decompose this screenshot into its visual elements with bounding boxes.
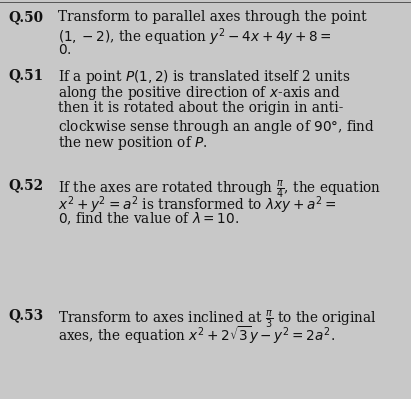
Text: along the positive direction of $x$-axis and: along the positive direction of $x$-axis… — [58, 85, 341, 103]
Text: $x^2+y^2=a^2$ is transformed to $\lambda xy+a^2=$: $x^2+y^2=a^2$ is transformed to $\lambda… — [58, 194, 336, 216]
Text: If a point $P(1,2)$ is translated itself 2 units: If a point $P(1,2)$ is translated itself… — [58, 68, 351, 86]
Text: Q.51: Q.51 — [8, 68, 43, 82]
Text: Transform to axes inclined at $\frac{\pi}{3}$ to the original: Transform to axes inclined at $\frac{\pi… — [58, 308, 377, 330]
Text: $(1,-2)$, the equation $y^2-4x+4y+8=$: $(1,-2)$, the equation $y^2-4x+4y+8=$ — [58, 26, 332, 48]
Text: Q.50: Q.50 — [8, 10, 43, 24]
Text: $0.$: $0.$ — [58, 43, 72, 57]
Text: the new position of $P$.: the new position of $P$. — [58, 134, 208, 152]
Text: Transform to parallel axes through the point: Transform to parallel axes through the p… — [58, 10, 367, 24]
Text: then it is rotated about the origin in anti-: then it is rotated about the origin in a… — [58, 101, 343, 115]
Text: If the axes are rotated through $\frac{\pi}{4}$, the equation: If the axes are rotated through $\frac{\… — [58, 178, 381, 200]
Text: $0$, find the value of $\lambda=10.$: $0$, find the value of $\lambda=10.$ — [58, 211, 239, 227]
Text: clockwise sense through an angle of $90°$, find: clockwise sense through an angle of $90°… — [58, 117, 375, 136]
Text: axes, the equation $x^2+2\sqrt{3}y-y^2=2a^2.$: axes, the equation $x^2+2\sqrt{3}y-y^2=2… — [58, 324, 335, 346]
Text: Q.52: Q.52 — [8, 178, 43, 192]
Text: Q.53: Q.53 — [8, 308, 43, 322]
